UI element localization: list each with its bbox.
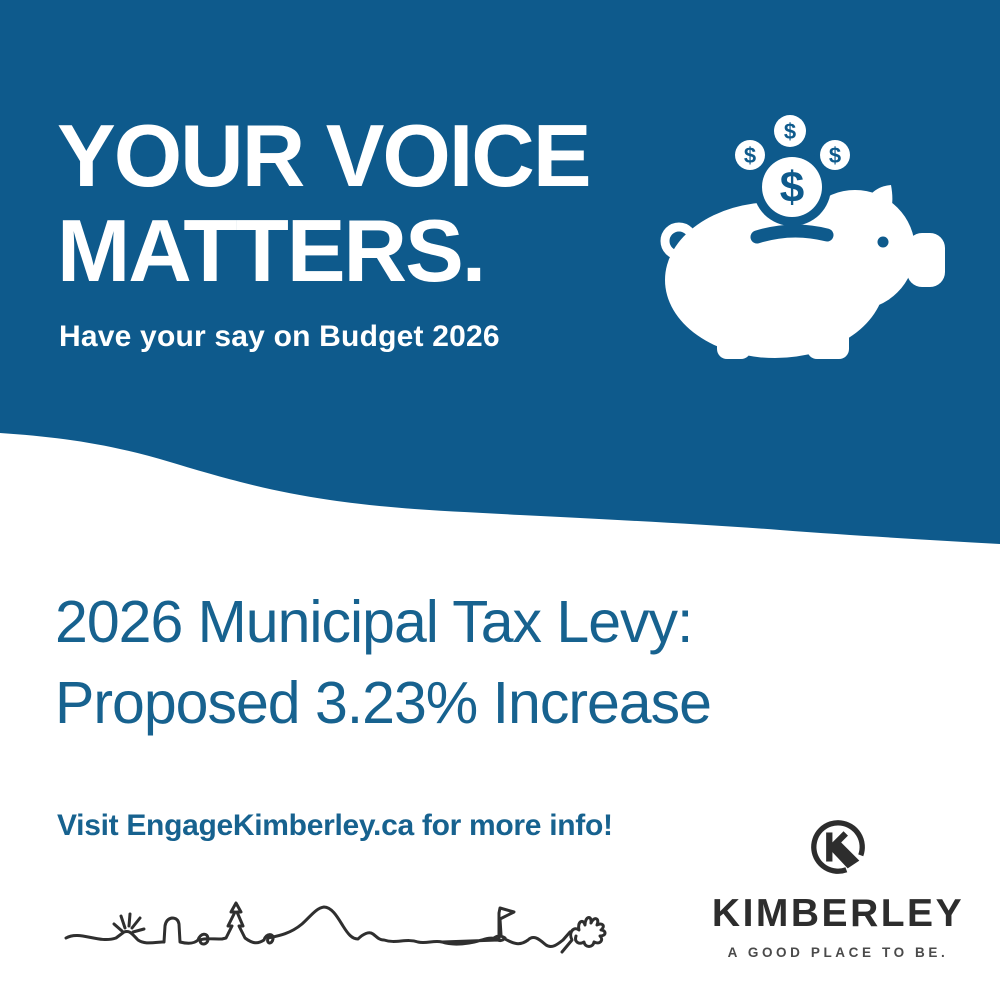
hero-subtitle: Have your say on Budget 2026 [59,320,500,353]
engage-kimberley-cta: Visit EngageKimberley.ca for more info! [57,809,613,842]
k-in-circle-icon [811,820,865,874]
skyline-doodle-icon [64,901,607,954]
small-coin-icon-top: $ [774,115,806,147]
piggy-bank-icon: $ $ $ $ [660,115,945,359]
logo-tagline: A GOOD PLACE TO BE. [727,945,949,960]
small-coin-icon-right: $ [820,140,850,170]
small-coin-icon-left: $ [735,140,765,170]
pig-body [665,185,945,359]
tax-levy-heading-line2: Proposed 3.23% Increase [55,670,712,736]
svg-text:$: $ [780,163,804,212]
svg-text:$: $ [829,143,841,168]
pig-eye [877,236,889,248]
kimberley-logo: KIMBERLEY A GOOD PLACE TO BE. [688,812,988,960]
coin-slot [750,224,834,244]
tax-levy-heading-line1: 2026 Municipal Tax Levy: [55,589,693,655]
svg-text:$: $ [744,143,756,168]
logo-wordmark: KIMBERLEY [711,892,965,935]
large-coin-icon: $ [753,148,831,226]
svg-text:$: $ [784,119,796,144]
hero-background-wave [0,0,1000,544]
hero-title-line1: YOUR VOICE [57,106,592,205]
hero-title: YOUR VOICE MATTERS. [57,106,592,300]
hero-title-line2: MATTERS. [57,201,486,300]
tax-levy-heading: 2026 Municipal Tax Levy: Proposed 3.23% … [55,582,712,744]
